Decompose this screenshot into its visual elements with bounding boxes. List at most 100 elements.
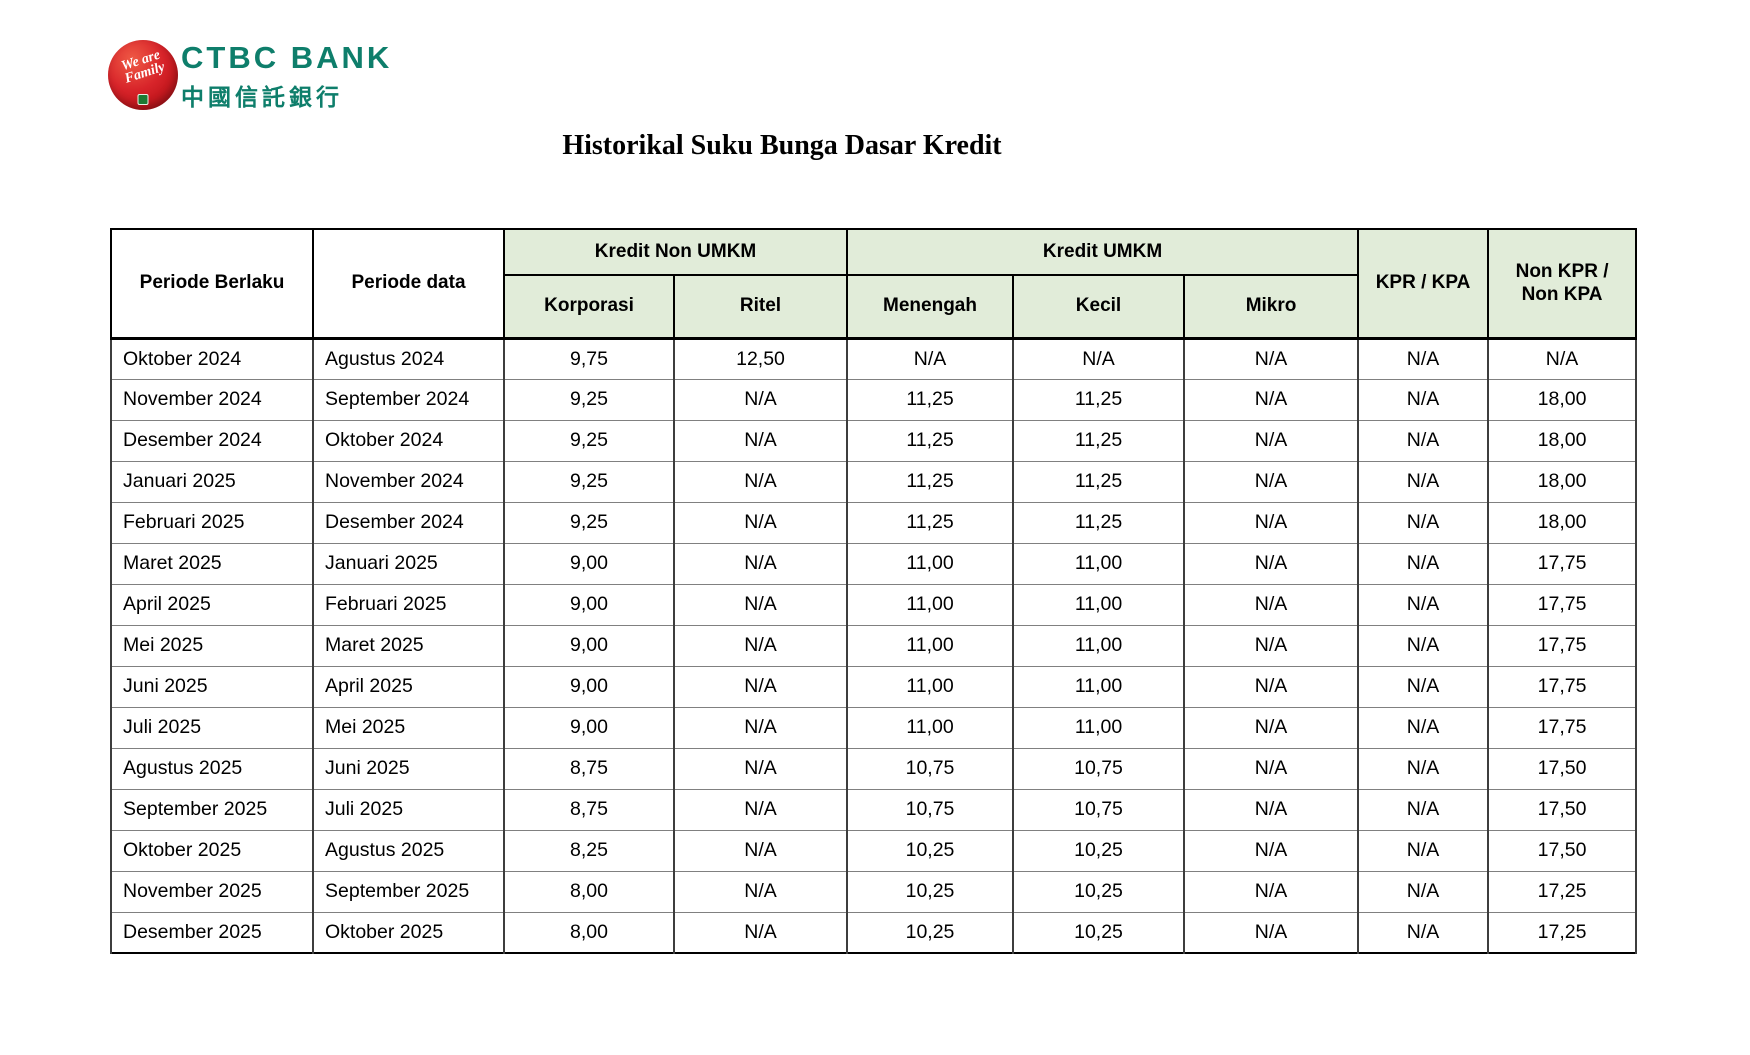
table-cell: Desember 2024	[312, 501, 505, 544]
table-cell: 9,00	[503, 542, 675, 585]
table-cell: 11,25	[846, 378, 1015, 421]
table-cell: 11,00	[1012, 665, 1186, 708]
table-cell: 10,25	[1012, 870, 1186, 913]
table-cell: Januari 2025	[312, 542, 505, 585]
table-cell: N/A	[1357, 706, 1490, 749]
table-cell: 18,00	[1487, 378, 1638, 421]
table-cell: Februari 2025	[312, 583, 505, 626]
table-cell: 17,50	[1487, 747, 1638, 790]
table-cell: N/A	[1183, 829, 1360, 872]
table-cell: 18,00	[1487, 419, 1638, 462]
table-cell: N/A	[1357, 911, 1490, 954]
table-cell: N/A	[672, 911, 849, 954]
table-cell: 11,00	[846, 542, 1015, 585]
col-group-kredit-non-umkm: Kredit Non UMKM	[502, 228, 849, 276]
table-cell: 10,25	[1012, 829, 1186, 872]
table-cell: 11,25	[1012, 460, 1186, 503]
table-cell: 17,75	[1487, 706, 1638, 749]
table-cell: 8,75	[503, 788, 675, 831]
table-cell: 17,25	[1487, 870, 1638, 913]
table-row: Oktober 2024 Agustus 2024 9,75 12,50 N/A N/A N…	[110, 336, 1638, 380]
table-cell: 9,25	[503, 378, 675, 421]
table-cell: N/A	[1183, 378, 1360, 421]
table-cell: 9,25	[503, 460, 675, 503]
table-cell: N/A	[672, 501, 849, 544]
header-sub-row: Korporasi Ritel Menengah Kecil Mikro	[111, 274, 1636, 339]
table-cell: 11,00	[846, 583, 1015, 626]
table-cell: 10,75	[846, 747, 1015, 790]
bank-name-chinese: 中國信託銀行	[181, 83, 343, 110]
table-cell: Desember 2025	[110, 911, 314, 954]
rates-table: Periode Berlaku Periode data Kredit Non …	[110, 228, 1638, 954]
col-header-periode-data: Periode data	[312, 228, 505, 339]
table-cell: N/A	[1357, 460, 1490, 503]
table-cell: Oktober 2025	[312, 911, 505, 954]
table-cell: Maret 2025	[110, 542, 314, 585]
table-cell: April 2025	[110, 583, 314, 626]
table-cell: 10,75	[1012, 788, 1186, 831]
table-body: Oktober 2024 Agustus 2024 9,75 12,50 N/A N/A N…	[110, 336, 1638, 954]
table-cell: N/A	[1183, 911, 1360, 954]
logo-tagline: We are Family	[106, 44, 181, 91]
table-cell: N/A	[1357, 624, 1490, 667]
table-cell: 10,75	[846, 788, 1015, 831]
col-header-ritel: Ritel	[672, 274, 849, 339]
table-cell: 17,75	[1487, 542, 1638, 585]
table-cell: N/A	[672, 624, 849, 667]
table-cell: Juni 2025	[312, 747, 505, 790]
col-header-non-kpa-line: Non KPA	[1521, 284, 1603, 306]
table-cell: 10,25	[846, 829, 1015, 872]
table-cell: 11,00	[846, 624, 1015, 667]
bank-name-english: CTBC BANK	[181, 40, 393, 75]
table-row: Desember 2025 Oktober 2025 8,00 N/A 10,25 10,…	[110, 911, 1638, 954]
table-cell: 11,25	[846, 419, 1015, 462]
table-cell: November 2024	[110, 378, 314, 421]
table-cell: N/A	[1357, 542, 1490, 585]
table-cell: 9,00	[503, 706, 675, 749]
col-header-non-kpr-line: Non KPR /	[1515, 260, 1609, 282]
table-cell: 9,00	[503, 665, 675, 708]
table-cell: N/A	[672, 665, 849, 708]
table-row: Februari 2025 Desember 2024 9,25 N/A 11,25 11…	[110, 501, 1638, 544]
table-cell: N/A	[1487, 336, 1638, 380]
table-cell: Juni 2025	[110, 665, 314, 708]
ctbc-logo: CTBC BANK 中國信託銀行	[181, 40, 393, 112]
table-cell: 10,25	[846, 911, 1015, 954]
table-row: November 2025 September 2025 8,00 N/A 10,25 1…	[110, 870, 1638, 913]
table-cell: 11,25	[1012, 501, 1186, 544]
table-cell: 9,75	[503, 336, 675, 380]
table-cell: 11,00	[1012, 624, 1186, 667]
table-cell: N/A	[1183, 665, 1360, 708]
table-cell: N/A	[1183, 870, 1360, 913]
table-cell: N/A	[1183, 336, 1360, 380]
table-cell: 8,25	[503, 829, 675, 872]
table-row: Desember 2024 Oktober 2024 9,25 N/A 11,25 11,…	[110, 419, 1638, 462]
table-cell: 11,25	[846, 501, 1015, 544]
table-cell: N/A	[1357, 829, 1490, 872]
table-cell: September 2025	[110, 788, 314, 831]
header-group-row: Periode Berlaku Periode data Kredit Non …	[110, 228, 1638, 339]
col-header-kpr-kpa: KPR / KPA	[1357, 228, 1490, 339]
table-cell: Desember 2024	[110, 419, 314, 462]
table-cell: 18,00	[1487, 460, 1638, 503]
col-header-korporasi: Korporasi	[503, 274, 675, 339]
table-cell: 11,25	[1012, 419, 1186, 462]
table-cell: November 2025	[110, 870, 314, 913]
ctbc-logo-emblem: We are Family	[108, 40, 178, 110]
table-cell: Agustus 2025	[110, 747, 314, 790]
table-cell: 18,00	[1487, 501, 1638, 544]
table-cell: 17,50	[1487, 829, 1638, 872]
table-cell: N/A	[1357, 870, 1490, 913]
table-cell: N/A	[1183, 788, 1360, 831]
table-row: November 2024 September 2024 9,25 N/A 11,25 1…	[110, 378, 1638, 421]
table-cell: 8,00	[503, 870, 675, 913]
table-cell: N/A	[1183, 583, 1360, 626]
table-cell: Oktober 2024	[110, 336, 314, 380]
table-cell: N/A	[1012, 336, 1186, 380]
table-cell: N/A	[672, 788, 849, 831]
table-cell: N/A	[1183, 419, 1360, 462]
table-cell: 11,00	[1012, 706, 1186, 749]
table-cell: N/A	[1357, 788, 1490, 831]
table-cell: 9,25	[503, 419, 675, 462]
table-cell: 17,25	[1487, 911, 1638, 954]
